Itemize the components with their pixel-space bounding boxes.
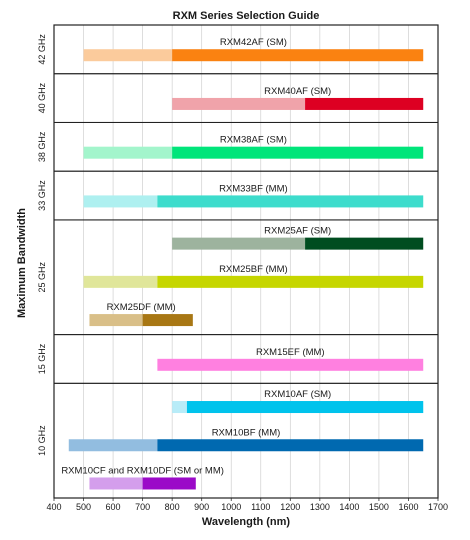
bar-segment-light	[89, 314, 143, 327]
bar-segment-dark	[142, 477, 196, 490]
y-axis-label: Maximum Bandwidth	[16, 208, 28, 318]
bar-segment-light	[83, 275, 158, 288]
band-label: 38 GHz	[37, 131, 47, 162]
band-label: 15 GHz	[37, 343, 47, 374]
plot-frame	[53, 24, 439, 499]
bar-label: RXM15EF (MM)	[256, 347, 325, 358]
bar-segment-light	[89, 477, 143, 490]
x-tick-label: 1000	[221, 502, 241, 512]
x-tick-label: 1300	[310, 502, 330, 512]
band-label: 33 GHz	[37, 180, 47, 211]
bar-segment-light	[68, 439, 158, 452]
bar-segment-light	[172, 97, 306, 110]
x-tick-label: 700	[135, 502, 150, 512]
x-tick-label: 1600	[398, 502, 418, 512]
bar-segment-light	[157, 358, 424, 371]
bar-segment-dark	[157, 439, 424, 452]
bar-label: RXM10BF (MM)	[212, 427, 281, 438]
bar-label: RXM40AF (SM)	[264, 86, 331, 97]
bar-label: RXM33BF (MM)	[219, 183, 288, 194]
band-label: 25 GHz	[37, 262, 47, 293]
x-tick-label: 1500	[369, 502, 389, 512]
bar-label: RXM25BF (MM)	[219, 264, 288, 275]
x-tick-label: 1200	[280, 502, 300, 512]
bar-segment-dark	[157, 275, 424, 288]
axis-layer: 400 500 600 700 800 900 1000 1100 1200 1300 1400 15…	[46, 24, 448, 512]
x-tick-label: 400	[46, 502, 61, 512]
bar-segment-light	[172, 237, 306, 250]
bar-segment-dark	[305, 97, 424, 110]
bar-label: RXM25AF (SM)	[264, 226, 331, 237]
x-tick-label: 1400	[339, 502, 359, 512]
bar-label: RXM10CF and RXM10DF (SM or MM)	[61, 465, 224, 476]
bar-layer	[68, 49, 424, 490]
bar-label: RXM42AF (SM)	[220, 37, 287, 48]
x-axis-label: Wavelength (nm)	[202, 516, 291, 528]
bar-segment-light	[83, 146, 173, 159]
band-label: 42 GHz	[37, 34, 47, 65]
x-tick-label: 900	[194, 502, 209, 512]
bar-segment-dark	[172, 49, 424, 62]
label-layer: 42 GHz RXM42AF (SM) 40 GHz RXM40AF (SM) 38 G…	[37, 34, 331, 477]
bar-label: RXM10AF (SM)	[264, 389, 331, 400]
band-label: 40 GHz	[37, 82, 47, 113]
x-tick-label: 600	[106, 502, 121, 512]
bar-segment-light	[172, 401, 187, 414]
x-tick-label: 1700	[428, 502, 448, 512]
bar-label: RXM25DF (MM)	[107, 302, 176, 313]
bar-segment-dark	[157, 195, 424, 208]
x-tick-label: 800	[165, 502, 180, 512]
bar-segment-dark	[172, 146, 424, 159]
x-tick-label: 1100	[251, 502, 270, 512]
bar-segment-light	[83, 49, 173, 62]
bar-label: RXM38AF (SM)	[220, 135, 287, 146]
band-label: 10 GHz	[37, 425, 47, 456]
bar-segment-dark	[142, 314, 193, 327]
bar-segment-dark	[186, 401, 424, 414]
bar-segment-dark	[305, 237, 424, 250]
bar-segment-light	[83, 195, 158, 208]
chart-title: RXM Series Selection Guide	[173, 10, 320, 22]
x-tick-label: 500	[76, 502, 91, 512]
